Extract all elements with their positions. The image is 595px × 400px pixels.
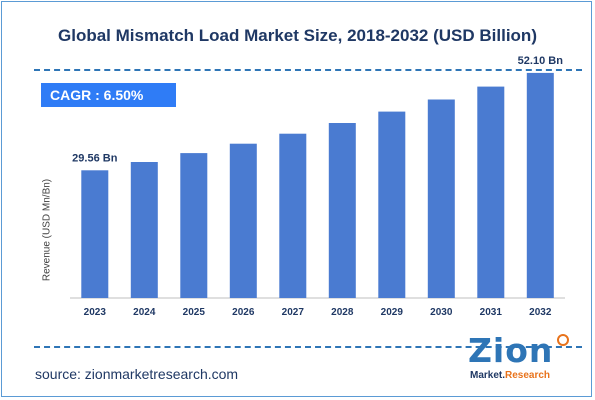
bar-2027 [279,133,307,298]
zion-logo: Zion Market.Research [468,332,578,392]
cagr-badge: CAGR : 6.50% [41,83,176,107]
data-label-2032: 52.10 Bn [518,55,564,67]
x-tick-2032: 2032 [529,307,552,318]
logo-sub-research: Research [505,370,551,381]
data-label-2023: 29.56 Bn [72,152,118,164]
logo-ring-icon [557,334,569,346]
bar-2026 [229,143,257,298]
bottom-divider [34,346,582,348]
x-tick-2023: 2023 [84,307,107,318]
logo-subtitle: Market.Research [470,370,550,381]
x-tick-2026: 2026 [232,307,255,318]
x-tick-2029: 2029 [381,307,404,318]
x-tick-2027: 2027 [282,307,305,318]
x-tick-2030: 2030 [430,307,453,318]
source-text: source: zionmarketresearch.com [35,366,239,382]
bar-2024 [130,162,158,298]
bar-2030 [427,99,455,298]
bar-2028 [328,123,356,298]
x-tick-2028: 2028 [331,307,354,318]
bar-2029 [378,111,406,298]
logo-sub-market: Market. [470,370,506,381]
x-tick-2024: 2024 [133,307,156,318]
logo-wordmark: Zion [468,331,554,370]
bar-2023 [81,170,109,298]
bar-2032 [526,72,554,299]
top-divider [34,69,582,71]
x-tick-2025: 2025 [183,307,206,318]
bar-2025 [180,153,208,298]
bar-2031 [477,86,505,298]
chart-title: Global Mismatch Load Market Size, 2018-2… [58,26,537,45]
x-tick-2031: 2031 [480,307,503,318]
